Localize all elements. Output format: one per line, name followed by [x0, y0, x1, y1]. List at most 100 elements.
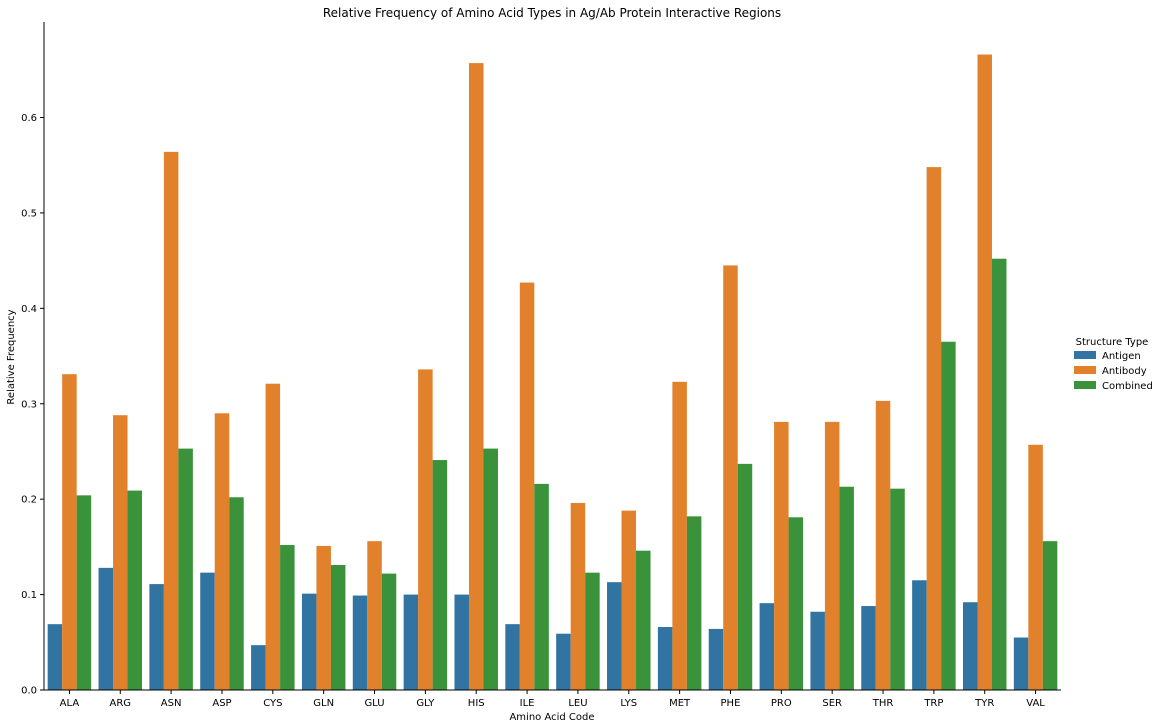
- bar-combined-cys: [280, 544, 295, 690]
- x-tick-label-gln: GLN: [313, 698, 334, 709]
- bar-combined-asn: [178, 448, 193, 690]
- bar-antigen-pro: [759, 603, 775, 690]
- chart-title: Relative Frequency of Amino Acid Types i…: [323, 6, 781, 20]
- bar-antibody-tyr: [977, 54, 992, 690]
- bar-antigen-thr: [861, 606, 876, 690]
- x-axis-ticks: ALA ARG ASN ASP CYS GLN GLU GLY HIS ILE LEU LYS MET P…: [60, 690, 1045, 709]
- bar-combined-gly: [432, 460, 448, 690]
- bar-combined-gln: [330, 565, 346, 690]
- bar-antigen-arg: [98, 567, 114, 690]
- y-tick-label: 0.0: [21, 686, 37, 697]
- bar-combined-arg: [127, 490, 143, 690]
- x-tick-label-tyr: TYR: [974, 698, 994, 709]
- bar-antigen-ile: [505, 624, 520, 690]
- bar-combined-met: [686, 516, 702, 690]
- legend-swatch-antigen: [1074, 351, 1096, 359]
- bar-antibody-pro: [774, 421, 789, 690]
- x-tick-label-ile: ILE: [520, 698, 535, 709]
- bar-antigen-val: [1013, 637, 1029, 690]
- bar-antibody-ala: [62, 374, 77, 690]
- bar-antigen-his: [454, 594, 469, 690]
- bar-combined-trp: [941, 341, 956, 690]
- bar-antigen-ser: [810, 611, 825, 690]
- bar-antigen-trp: [912, 580, 927, 690]
- y-tick-label: 0.5: [21, 208, 37, 219]
- bar-antigen-phe: [708, 628, 724, 690]
- bar-antigen-ala: [47, 624, 63, 690]
- legend: Structure Type Antigen Antibody Combined: [1074, 337, 1153, 392]
- bar-combined-ala: [76, 495, 92, 690]
- bar-antibody-ser: [824, 421, 840, 690]
- bar-antigen-gln: [301, 593, 317, 690]
- x-tick-label-glu: GLU: [364, 698, 384, 709]
- bar-antigen-tyr: [962, 602, 978, 690]
- bar-antibody-asp: [214, 413, 230, 690]
- bar-antibody-asn: [163, 151, 179, 691]
- bar-combined-val: [1042, 541, 1058, 690]
- bar-antibody-met: [672, 381, 687, 690]
- legend-label-antigen: Antigen: [1102, 351, 1141, 362]
- bar-combined-glu: [381, 573, 397, 690]
- bar-antibody-thr: [875, 400, 891, 690]
- x-tick-label-trp: TRP: [923, 698, 943, 709]
- y-axis-ticks: 0.0 0.1 0.2 0.3 0.4 0.5 0.6: [21, 113, 44, 697]
- bar-antibody-ile: [519, 282, 535, 690]
- bar-antibody-cys: [265, 383, 281, 690]
- bar-antigen-glu: [352, 595, 368, 690]
- bars-group: [47, 54, 1058, 691]
- x-tick-label-cys: CYS: [263, 698, 282, 709]
- y-tick-label: 0.4: [21, 304, 37, 315]
- x-tick-label-asn: ASN: [161, 698, 182, 709]
- bar-antibody-gln: [316, 545, 331, 690]
- bar-combined-pro: [788, 517, 804, 690]
- bar-antigen-leu: [556, 633, 571, 690]
- x-tick-label-phe: PHE: [721, 698, 741, 709]
- bar-combined-leu: [585, 572, 600, 690]
- bar-antibody-lys: [621, 510, 637, 690]
- bar-antigen-met: [657, 627, 673, 690]
- bar-antibody-his: [468, 63, 484, 691]
- x-tick-label-leu: LEU: [568, 698, 587, 709]
- bar-antibody-leu: [570, 502, 586, 690]
- y-tick-label: 0.6: [21, 113, 37, 124]
- bar-antigen-asp: [200, 572, 215, 690]
- x-tick-label-pro: PRO: [771, 698, 792, 709]
- x-tick-label-gly: GLY: [416, 698, 435, 709]
- bar-combined-tyr: [991, 258, 1007, 690]
- x-tick-label-asp: ASP: [212, 698, 231, 709]
- legend-swatch-combined: [1074, 381, 1096, 389]
- x-tick-label-arg: ARG: [110, 698, 132, 709]
- x-tick-label-his: HIS: [468, 698, 485, 709]
- bar-antibody-phe: [723, 265, 738, 690]
- bar-combined-phe: [737, 463, 753, 690]
- bar-combined-ile: [534, 483, 549, 690]
- x-tick-label-ala: ALA: [60, 698, 80, 709]
- bar-antigen-asn: [149, 584, 164, 690]
- bar-combined-lys: [636, 550, 651, 690]
- bar-combined-asp: [229, 497, 244, 690]
- bar-antibody-val: [1028, 444, 1043, 690]
- x-axis-label: Amino Acid Code: [509, 712, 594, 723]
- x-tick-label-lys: LYS: [620, 698, 637, 709]
- bar-antigen-cys: [251, 645, 266, 690]
- bar-antibody-arg: [113, 415, 128, 690]
- bar-antibody-trp: [926, 167, 942, 690]
- x-tick-label-thr: THR: [872, 698, 894, 709]
- bar-combined-thr: [890, 488, 905, 690]
- x-tick-label-ser: SER: [822, 698, 842, 709]
- legend-swatch-antibody: [1074, 366, 1096, 374]
- legend-label-combined: Combined: [1102, 381, 1153, 392]
- bar-antibody-glu: [367, 541, 382, 690]
- bar-antigen-gly: [403, 594, 419, 690]
- y-axis-label: Relative Frequency: [6, 309, 17, 404]
- bar-combined-ser: [839, 486, 854, 690]
- x-tick-label-val: VAL: [1026, 698, 1045, 709]
- bar-antibody-gly: [418, 369, 433, 690]
- x-tick-label-met: MET: [669, 698, 691, 709]
- legend-title: Structure Type: [1076, 337, 1149, 348]
- y-tick-label: 0.3: [21, 399, 37, 410]
- bar-combined-his: [483, 448, 498, 690]
- y-tick-label: 0.2: [21, 495, 37, 506]
- y-tick-label: 0.1: [21, 590, 37, 601]
